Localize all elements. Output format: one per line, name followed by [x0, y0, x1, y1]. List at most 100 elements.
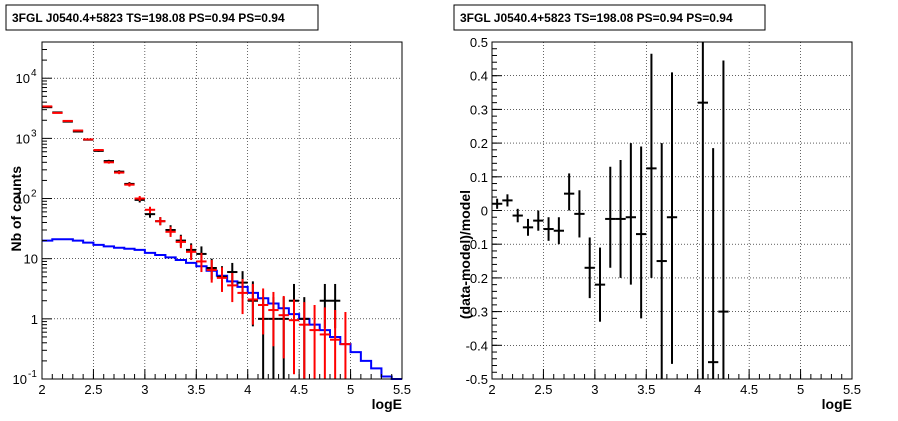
counts-y-tick-label: 10 [16, 192, 30, 207]
counts-model-point [83, 138, 94, 141]
counts-model-point [42, 105, 53, 108]
residual-point [656, 143, 667, 379]
counts-marks [42, 105, 402, 380]
counts-model-point [124, 182, 135, 187]
residuals-panel: 2 2.5 3 3.5 4 4.5 5 5.5 -0.5 -0.4 -0.3 -0.2 -0.1 0 0.… [453, 4, 861, 412]
residuals-title: 3FGL J0540.4+5823 TS=198.08 PS=0.94 PS=0… [460, 11, 733, 25]
counts-model-point [330, 310, 341, 379]
counts-model-point [237, 278, 248, 315]
residual-point [512, 208, 523, 223]
residuals-x-tick-label: 4 [694, 382, 701, 397]
counts-model-point [288, 299, 300, 375]
counts-y-tick-label: 1 [31, 312, 38, 327]
residuals-x-tick-label: 5 [797, 382, 804, 397]
counts-model-point [299, 302, 310, 379]
residuals-y-label: (data-model)/model [457, 190, 473, 319]
residuals-x-tick-label: 2 [488, 382, 495, 397]
residual-point [553, 217, 564, 245]
counts-frame [41, 41, 403, 380]
counts-model-point [62, 119, 73, 122]
counts-model-point [227, 272, 238, 303]
counts-x-tick-label: 4 [244, 382, 251, 397]
residuals-y-tick-label: -0.4 [466, 338, 488, 353]
counts-model-point [155, 217, 166, 226]
residuals-marks [492, 42, 729, 379]
counts-model-point [103, 161, 114, 164]
residuals-y-tick-label: -0.2 [466, 271, 488, 286]
counts-y-tick-label: 10 [16, 131, 30, 146]
counts-model-point [165, 226, 176, 237]
counts-model-point [144, 206, 156, 214]
residuals-x-tick-label: 3 [591, 382, 598, 397]
residuals-y-tick-label: -0.1 [466, 237, 488, 252]
counts-y-tick-label: 10 [16, 71, 30, 86]
residual-point [605, 166, 616, 268]
counts-x-tick-label: 2 [38, 382, 45, 397]
counts-x-label: logE [372, 396, 402, 412]
counts-model-point [72, 129, 84, 132]
counts-model-point [309, 304, 320, 379]
counts-x-tick-label: 5.5 [393, 382, 411, 397]
residual-point [697, 42, 708, 379]
residual-point [708, 148, 719, 379]
residual-point [646, 53, 657, 278]
counts-y-tick-exponent: -1 [28, 369, 37, 380]
residuals-y-tick-label: 0.1 [470, 170, 488, 185]
residuals-y-tick-label: 0.4 [470, 69, 488, 84]
counts-y-tick-label: 10 [13, 372, 27, 387]
counts-y-tick-exponent: 4 [31, 68, 37, 79]
counts-model-point [206, 260, 217, 283]
residual-point [584, 237, 595, 299]
counts-y-label: Nb of counts [8, 166, 24, 252]
counts-model-point [175, 235, 186, 249]
counts-y-tick-label: 10 [24, 252, 38, 267]
residual-point [594, 247, 606, 322]
counts-x-tick-label: 4.5 [290, 382, 308, 397]
model-component-line [42, 238, 402, 380]
residuals-y-tick-label: 0.5 [470, 35, 488, 50]
counts-model-point [340, 311, 351, 379]
counts-model-point [319, 307, 330, 379]
counts-x-tick-label: 3 [141, 382, 148, 397]
residual-point [718, 60, 729, 379]
counts-model-point [258, 288, 269, 335]
counts-x-ticks: 2 2.5 3 3.5 4 4.5 5 5.5 [38, 369, 411, 397]
counts-y-tick-exponent: 3 [31, 128, 37, 139]
residuals-y-tick-label: -0.3 [466, 305, 488, 320]
counts-model-point [93, 149, 104, 152]
residual-point [564, 173, 575, 211]
residual-point [502, 194, 513, 207]
counts-x-tick-label: 2.5 [84, 382, 102, 397]
counts-model-point [268, 291, 279, 347]
residuals-x-ticks: 2 2.5 3 3.5 4 4.5 5 5.5 [488, 369, 861, 397]
residuals-title-box [453, 4, 766, 31]
residuals-x-tick-label: 5.5 [843, 382, 861, 397]
counts-model-point [134, 196, 145, 201]
residual-point [543, 217, 554, 241]
residuals-x-tick-label: 2.5 [534, 382, 552, 397]
counts-model-point [186, 244, 197, 261]
residual-point [636, 146, 647, 319]
residual-point [574, 190, 585, 238]
counts-model-point [114, 171, 125, 175]
counts-model-point [216, 267, 228, 292]
residuals-y-tick-label: -0.5 [466, 372, 488, 387]
residual-point [533, 210, 544, 231]
residuals-x-tick-label: 3.5 [637, 382, 655, 397]
counts-model-point [196, 252, 207, 273]
counts-model-point [52, 111, 63, 114]
counts-y-tick-exponent: 2 [31, 189, 37, 200]
residuals-y-tick-label: 0 [481, 204, 488, 219]
counts-title: 3FGL J0540.4+5823 TS=198.08 PS=0.94 PS=0… [12, 11, 285, 25]
residual-point [666, 72, 678, 364]
residual-point [615, 159, 626, 278]
counts-title-box [5, 4, 319, 31]
counts-x-tick-label: 3.5 [187, 382, 205, 397]
residual-point [522, 218, 534, 236]
counts-model-point [278, 295, 289, 359]
residual-point [625, 143, 636, 285]
